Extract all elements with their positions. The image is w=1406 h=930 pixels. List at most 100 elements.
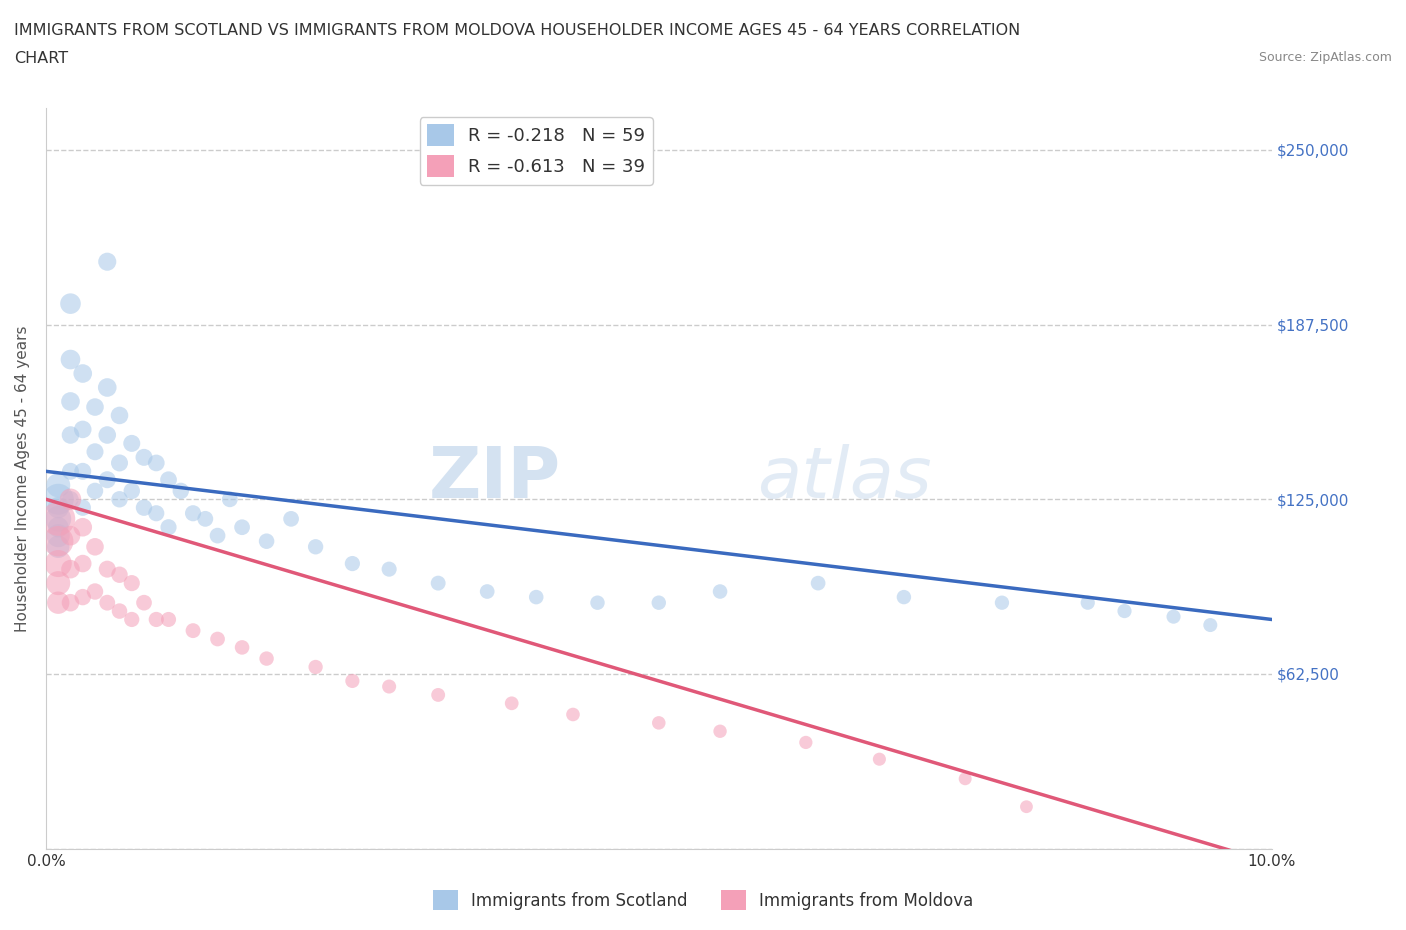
Point [794,735,817,750]
Point [1077,595,1099,610]
Point [108,492,131,507]
Point [207,631,229,646]
Point [96,254,118,269]
Point [46,492,69,507]
Point [59,492,82,507]
Point [256,651,278,666]
Point [72,422,94,437]
Point [807,576,830,591]
Point [46,528,69,543]
Point [59,428,82,443]
Point [59,464,82,479]
Legend: R = -0.218   N = 59, R = -0.613   N = 39: R = -0.218 N = 59, R = -0.613 N = 39 [420,117,652,184]
Point [231,520,253,535]
Point [108,604,131,618]
Point [562,707,585,722]
Point [59,562,82,577]
Point [84,584,107,599]
Point [181,506,204,521]
Point [59,394,82,409]
Point [207,528,229,543]
Point [96,595,118,610]
Point [145,506,167,521]
Point [991,595,1014,610]
Point [46,478,69,493]
Point [84,539,107,554]
Point [96,562,118,577]
Point [72,464,94,479]
Point [427,576,450,591]
Point [84,484,107,498]
Point [108,408,131,423]
Point [378,679,401,694]
Point [121,484,143,498]
Point [108,456,131,471]
Point [501,696,523,711]
Point [709,584,731,599]
Point [46,556,69,571]
Point [46,539,69,554]
Point [121,576,143,591]
Point [84,400,107,415]
Text: IMMIGRANTS FROM SCOTLAND VS IMMIGRANTS FROM MOLDOVA HOUSEHOLDER INCOME AGES 45 -: IMMIGRANTS FROM SCOTLAND VS IMMIGRANTS F… [14,23,1021,38]
Point [59,595,82,610]
Legend: Immigrants from Scotland, Immigrants from Moldova: Immigrants from Scotland, Immigrants fro… [426,884,980,917]
Text: atlas: atlas [756,444,931,512]
Point [145,456,167,471]
Point [46,520,69,535]
Point [59,296,82,311]
Point [72,590,94,604]
Point [280,512,302,526]
Point [96,472,118,487]
Point [72,556,94,571]
Point [84,445,107,459]
Point [953,771,976,786]
Point [648,595,671,610]
Point [96,428,118,443]
Point [157,612,180,627]
Point [72,520,94,535]
Point [72,500,94,515]
Point [132,500,155,515]
Point [256,534,278,549]
Point [132,450,155,465]
Point [477,584,499,599]
Point [648,715,671,730]
Point [121,436,143,451]
Point [427,687,450,702]
Point [108,567,131,582]
Point [893,590,915,604]
Point [96,380,118,395]
Text: Source: ZipAtlas.com: Source: ZipAtlas.com [1258,51,1392,64]
Point [524,590,547,604]
Point [145,612,167,627]
Text: ZIP: ZIP [429,444,561,512]
Point [157,472,180,487]
Point [342,556,364,571]
Point [1114,604,1136,618]
Point [1199,618,1222,632]
Point [181,623,204,638]
Point [46,512,69,526]
Point [709,724,731,738]
Point [59,492,82,507]
Point [121,612,143,627]
Point [231,640,253,655]
Point [157,520,180,535]
Point [72,366,94,381]
Point [46,534,69,549]
Point [170,484,193,498]
Point [1015,799,1038,814]
Point [46,512,69,526]
Point [46,595,69,610]
Y-axis label: Householder Income Ages 45 - 64 years: Householder Income Ages 45 - 64 years [15,326,30,631]
Point [59,352,82,367]
Point [218,492,240,507]
Point [304,539,326,554]
Point [132,595,155,610]
Point [194,512,217,526]
Point [342,673,364,688]
Text: CHART: CHART [14,51,67,66]
Point [1163,609,1185,624]
Point [868,751,890,766]
